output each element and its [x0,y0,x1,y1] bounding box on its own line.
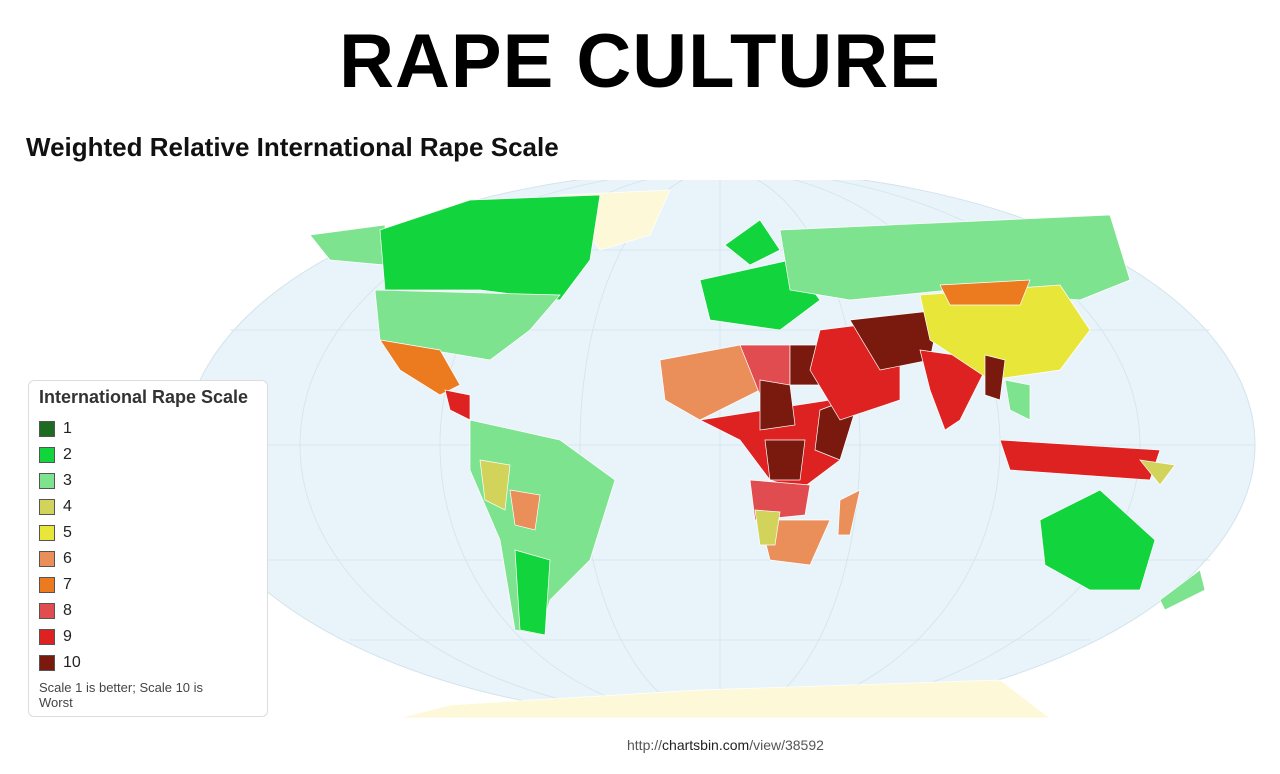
legend-item: 6 [39,546,257,572]
source-link[interactable]: http://chartsbin.com/view/38592 [627,737,824,753]
legend: International Rape Scale 1 2 3 4 5 6 7 8 9 10 Sca… [28,380,268,717]
legend-title: International Rape Scale [39,387,249,407]
legend-swatch [39,655,55,671]
source-prefix: http:// [627,737,663,753]
legend-label: 10 [63,654,81,671]
legend-item: 2 [39,442,257,468]
legend-item: 9 [39,624,257,650]
map-body [184,180,1256,718]
legend-label: 8 [63,602,72,619]
legend-label: 1 [63,420,72,437]
legend-note: Scale 1 is better; Scale 10 is Worst [39,680,204,710]
legend-item: 10 [39,650,257,676]
legend-swatch [39,525,55,541]
legend-swatch [39,499,55,515]
subtitle: Weighted Relative International Rape Sca… [26,132,559,162]
legend-swatch [39,447,55,463]
title: RAPE CULTURE [339,19,941,104]
source-domain: chartsbin.com [662,737,750,753]
legend-item: 1 [39,416,257,442]
legend-item: 3 [39,468,257,494]
legend-items: 1 2 3 4 5 6 7 8 9 10 [39,416,257,676]
legend-item: 4 [39,494,257,520]
legend-swatch [39,603,55,619]
legend-label: 6 [63,550,72,567]
legend-label: 4 [63,498,72,515]
legend-label: 9 [63,628,72,645]
legend-swatch [39,421,55,437]
legend-swatch [39,473,55,489]
legend-label: 7 [63,576,72,593]
source-path: /view/38592 [749,737,824,753]
countries [309,189,1206,718]
legend-item: 5 [39,520,257,546]
legend-swatch [39,551,55,567]
legend-label: 2 [63,446,72,463]
legend-item: 7 [39,572,257,598]
legend-item: 8 [39,598,257,624]
legend-swatch [39,629,55,645]
legend-label: 5 [63,524,72,541]
legend-label: 3 [63,472,72,489]
legend-swatch [39,577,55,593]
